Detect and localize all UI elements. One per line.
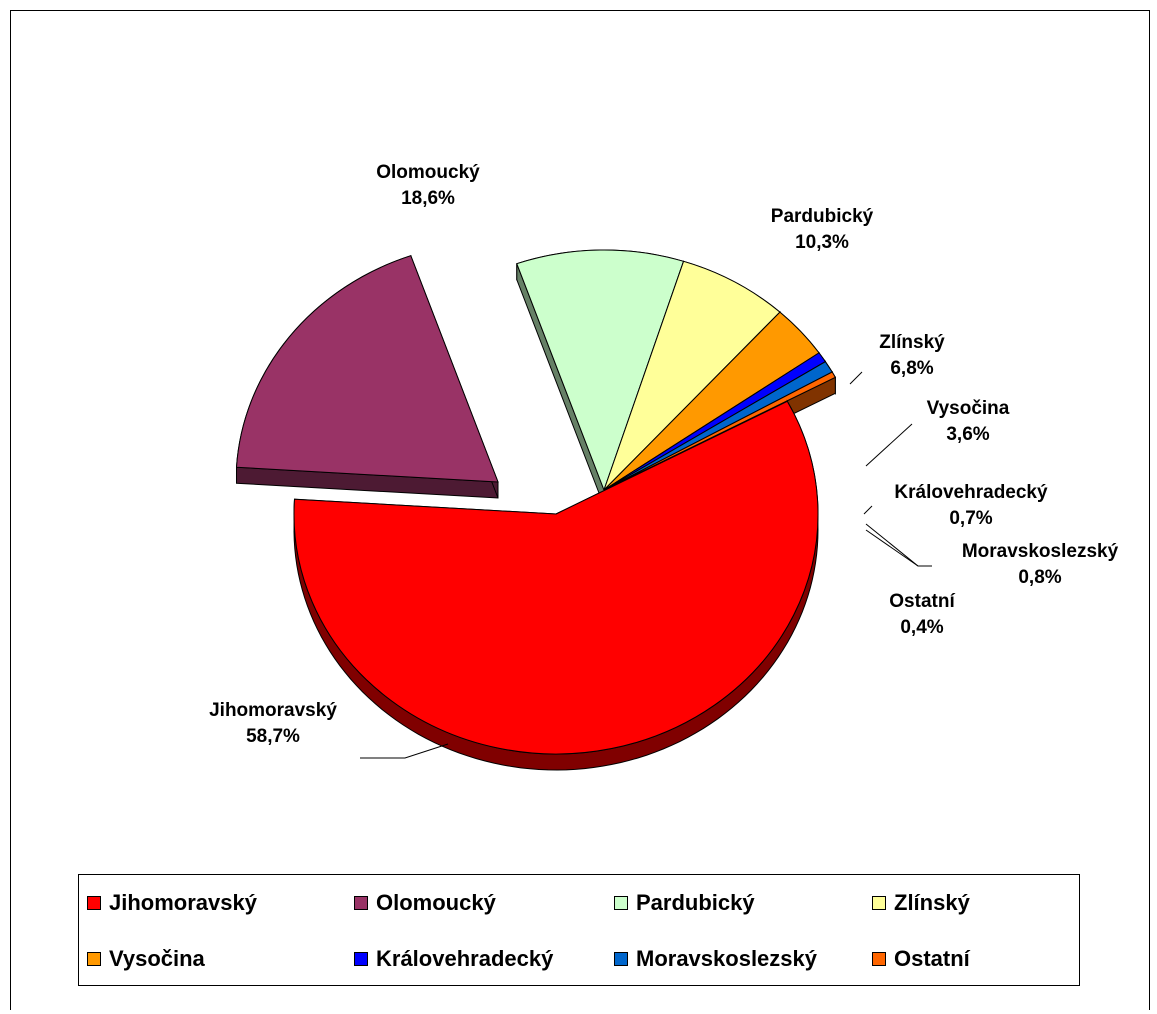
legend-label: Pardubický — [636, 890, 755, 915]
data-label-name: Zlínský — [879, 332, 945, 353]
data-label-value: 0,4% — [900, 617, 943, 638]
legend-item-olomoucky: Olomoucký — [354, 890, 496, 915]
legend-swatch — [87, 952, 101, 966]
leader-line-zlinsky — [849, 371, 863, 385]
legend-label: Jihomoravský — [109, 890, 257, 915]
data-label-name: Královehradecký — [894, 482, 1048, 503]
legend: Jihomoravský Olomoucký Pardubický Zlínský Vy… — [78, 874, 1080, 986]
slice-top-pardubicky — [516, 249, 685, 492]
legend-item-kralovehradecky: Královehradecký — [354, 946, 554, 971]
data-label-zlinsky: Zlínský 6,8% — [879, 332, 945, 379]
data-label-name: Jihomoravský — [209, 700, 337, 721]
legend-item-zlinsky: Zlínský — [872, 890, 970, 915]
legend-swatch — [614, 896, 628, 910]
slice-top-ostatni — [603, 371, 837, 491]
legend-item-moravskoslezsky: Moravskoslezský — [614, 946, 817, 971]
leader-line-kralovehradecky — [863, 505, 873, 515]
legend-swatch — [354, 896, 368, 910]
leader-line-jihomoravsky — [360, 743, 449, 759]
legend-item-jihomoravsky: Jihomoravský — [87, 890, 257, 915]
data-label-name: Ostatní — [889, 591, 955, 612]
legend-label: Královehradecký — [376, 946, 554, 971]
data-label-value: 0,8% — [1018, 567, 1061, 588]
data-label-kralovehradecky: Královehradecký 0,7% — [894, 482, 1048, 529]
data-label-jihomoravsky: Jihomoravský 58,7% — [209, 700, 337, 747]
legend-item-ostatni: Ostatní — [872, 946, 970, 971]
data-label-ostatni: Ostatní 0,4% — [889, 591, 955, 638]
slice-top-zlinsky — [603, 260, 781, 491]
legend-label: Olomoucký — [376, 890, 496, 915]
data-label-value: 3,6% — [946, 424, 989, 445]
data-label-value: 10,3% — [795, 232, 849, 253]
slice-top-jihomoravsky — [293, 400, 819, 755]
data-label-name: Olomoucký — [376, 162, 480, 183]
data-label-value: 58,7% — [246, 726, 300, 747]
legend-label: Ostatní — [894, 946, 970, 971]
legend-label: Vysočina — [109, 946, 205, 971]
data-label-name: Moravskoslezský — [962, 541, 1119, 562]
slice-top-olomoucky — [235, 255, 499, 483]
data-label-olomoucky: Olomoucký 18,6% — [376, 162, 480, 209]
data-label-pardubicky: Pardubický 10,3% — [771, 206, 874, 253]
data-label-name: Pardubický — [771, 206, 874, 227]
legend-label: Moravskoslezský — [636, 946, 817, 971]
data-labels: Jihomoravský 58,7% Olomoucký 18,6% Pardubick… — [209, 162, 1118, 747]
leader-lines — [360, 371, 932, 759]
data-label-value: 0,7% — [949, 508, 992, 529]
leader-line-moravskoslezsky — [865, 523, 932, 567]
legend-label: Zlínský — [894, 890, 970, 915]
legend-item-vysocina: Vysočina — [87, 946, 205, 971]
legend-swatch — [354, 952, 368, 966]
data-label-name: Vysočina — [927, 398, 1010, 419]
legend-swatch — [872, 896, 886, 910]
chart-frame — [10, 10, 1150, 1010]
data-label-vysocina: Vysočina 3,6% — [927, 398, 1010, 445]
legend-swatch — [87, 896, 101, 910]
data-label-value: 18,6% — [401, 188, 455, 209]
slice-olomoucky — [235, 254, 499, 499]
data-label-value: 6,8% — [890, 358, 933, 379]
legend-swatch — [872, 952, 886, 966]
leader-line-ostatni — [865, 529, 919, 567]
legend-swatch — [614, 952, 628, 966]
slices-layer — [235, 249, 837, 771]
data-label-moravskoslezsky: Moravskoslezský 0,8% — [962, 541, 1119, 588]
slice-jihomoravsky — [293, 399, 819, 771]
legend-item-pardubicky: Pardubický — [614, 890, 755, 915]
leader-line-vysocina — [865, 423, 913, 467]
